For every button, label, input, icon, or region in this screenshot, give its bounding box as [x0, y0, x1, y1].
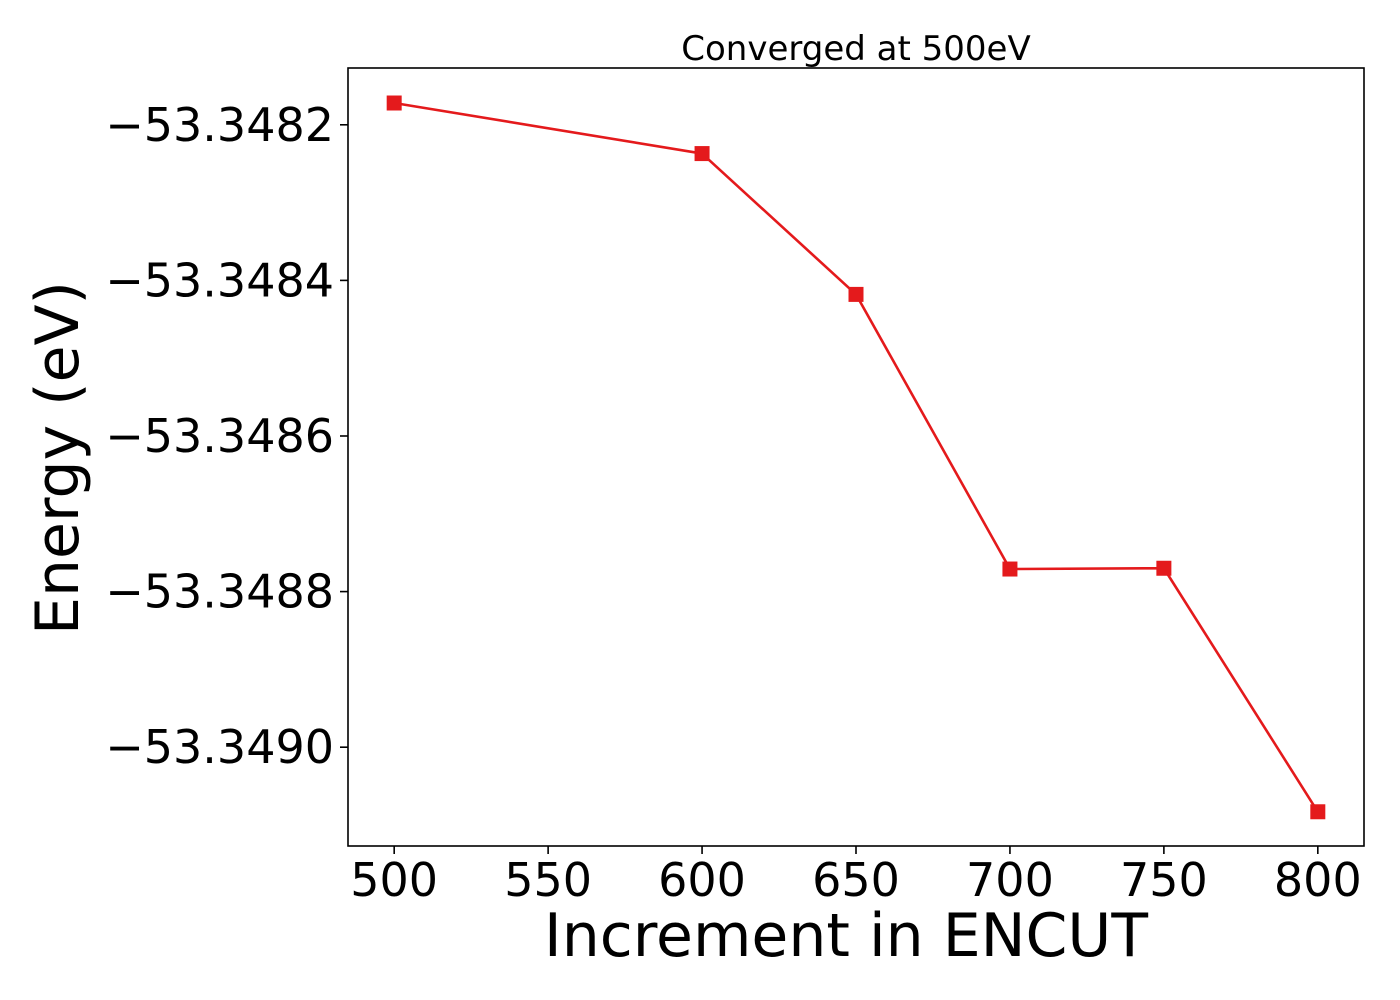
y-axis-label: Energy (eV)	[23, 281, 93, 635]
x-tick-label: 650	[812, 853, 900, 907]
x-tick-label: 700	[966, 853, 1054, 907]
x-tick-label: 800	[1274, 853, 1362, 907]
y-tick-label: −53.3484	[105, 253, 334, 307]
x-axis-label: Increment in ENCUT	[544, 901, 1148, 971]
x-tick-label: 500	[350, 853, 438, 907]
data-point-marker	[1002, 561, 1018, 577]
plot-area: 500 550 600 650 700 750 800 −53.3482 −53.3484 −53…	[105, 67, 1365, 907]
series-line	[393, 101, 1319, 813]
y-tick-label: −53.3488	[105, 565, 334, 619]
x-tick-label: 750	[1120, 853, 1208, 907]
data-point-marker	[1310, 804, 1326, 820]
data-point-marker	[386, 95, 402, 111]
y-tick-label: −53.3490	[105, 720, 334, 774]
y-tick-label: −53.3486	[105, 409, 334, 463]
y-tick-label: −53.3482	[105, 98, 334, 152]
x-tick-label: 550	[504, 853, 592, 907]
data-point-marker	[1156, 560, 1172, 576]
axes-frame	[347, 67, 1365, 847]
data-point-marker	[694, 146, 710, 162]
data-point-marker	[848, 286, 864, 302]
chart-title: Converged at 500eV	[681, 29, 1030, 69]
x-tick-label: 600	[658, 853, 746, 907]
